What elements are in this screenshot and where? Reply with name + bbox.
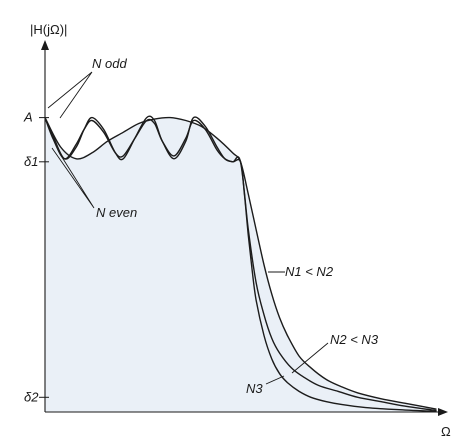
curve-n2 [44, 115, 437, 412]
n-odd-leader [47, 71, 93, 119]
annotation-n3: N3 [246, 381, 263, 396]
y-tick-label: A [23, 110, 33, 125]
n-even-leader [51, 147, 95, 209]
x-axis-arrow-icon [438, 408, 448, 416]
curve-n1 [44, 116, 437, 410]
y-tick-label: δ1 [24, 154, 38, 169]
y-axis-label: |H(jΩ)| [30, 22, 67, 37]
annotation-n-odd: N odd [92, 56, 127, 71]
y-ticks: Aδ1 δ2 [23, 110, 49, 404]
annotation-n1-lt-n2: N1 < N2 [285, 264, 334, 279]
curve-n3 [44, 116, 437, 413]
y-axis-arrow-icon [41, 40, 49, 50]
n3-leader [265, 375, 285, 385]
n2-n3-leader [291, 342, 329, 374]
y-tick-label: δ2 [24, 389, 39, 404]
series-curves [44, 115, 437, 413]
annotation-n2-lt-n3: N2 < N3 [330, 332, 379, 347]
passband-fill [45, 117, 436, 412]
x-axis-label: Ω [441, 424, 451, 439]
annotation-n-even: N even [96, 205, 137, 220]
